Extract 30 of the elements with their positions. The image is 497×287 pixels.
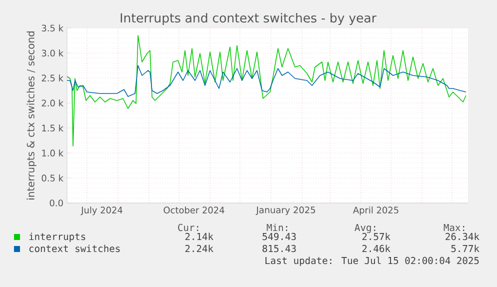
text: Last update: Tue Jul 15 02:00:04 2025	[266, 256, 479, 266]
y-tick-label: 1.5 k	[42, 124, 64, 132]
y-tick-label: 3.5 k	[42, 24, 64, 32]
chart-title: Interrupts and context switches - by year	[120, 12, 376, 26]
text: Max:	[444, 224, 464, 232]
legend-label: interrupts	[29, 232, 86, 242]
text: Cur:	[178, 224, 198, 232]
y-tick-label: 0.0	[50, 200, 63, 206]
line-series	[67, 65, 466, 97]
text: 5.77k	[451, 244, 480, 252]
y-tick-label: 1.0 k	[42, 150, 64, 156]
text: 26.34k	[446, 232, 480, 240]
legend-label: context switches	[29, 244, 120, 252]
x-tick-label: January 2025	[256, 206, 316, 216]
text: 815.43	[262, 244, 296, 252]
x-tick-label: July 2024	[80, 206, 122, 216]
x-tick-label: April 2025	[352, 206, 398, 216]
text: 2.57k	[362, 232, 390, 240]
y-tick-label: 2.0 k	[42, 100, 64, 106]
text: Min:	[266, 224, 288, 231]
x-tick-label: October 2024	[164, 206, 224, 214]
text: 2.14k	[185, 232, 214, 240]
y-tick-label: 3.0 k	[42, 50, 64, 56]
y-axis-title: interrupts & ctx switches / second	[26, 32, 36, 200]
y-tick-label: 0.5 k	[42, 174, 64, 182]
text: 2.46k	[362, 244, 390, 252]
text: 2.24k	[185, 244, 214, 252]
y-tick-label: 2.5 k	[42, 74, 64, 82]
text: 549.43	[262, 232, 296, 240]
text: Avg:	[354, 224, 376, 234]
